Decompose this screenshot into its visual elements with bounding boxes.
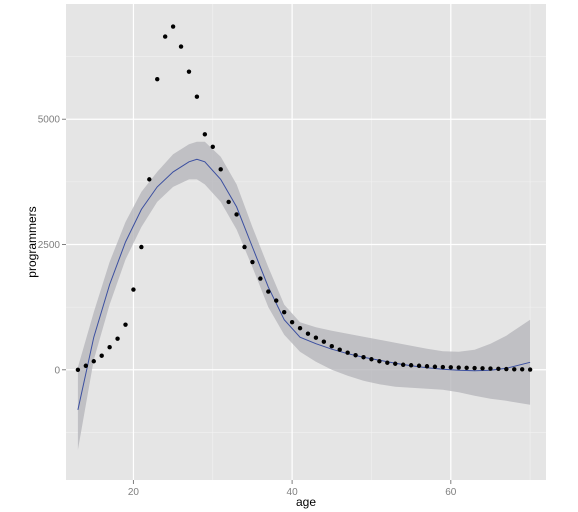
data-point [400, 362, 406, 367]
data-point [361, 355, 366, 360]
data-point [353, 353, 358, 358]
x-axis-title: age [296, 495, 316, 509]
y-tick-label: 0 [54, 365, 60, 376]
data-point [416, 363, 422, 368]
data-point [258, 276, 263, 281]
data-point [281, 309, 287, 315]
data-point [313, 335, 319, 340]
data-point [512, 367, 517, 372]
y-tick-label: 5000 [38, 115, 61, 126]
data-point [369, 357, 374, 362]
y-axis-title: programmers [25, 206, 39, 277]
data-point [234, 212, 239, 217]
data-point [337, 347, 342, 352]
data-point [210, 144, 215, 149]
data-points [75, 24, 533, 372]
data-point [274, 298, 279, 303]
data-point [393, 361, 398, 366]
data-point [131, 287, 136, 292]
data-point [496, 366, 501, 371]
data-point [440, 364, 446, 370]
data-point [178, 44, 184, 49]
data-point [408, 363, 414, 368]
data-point [115, 336, 120, 341]
data-point [162, 34, 168, 39]
data-point [448, 365, 453, 370]
data-point [186, 69, 192, 74]
plot-panel [66, 4, 546, 480]
data-point [321, 339, 327, 344]
data-point [488, 366, 493, 371]
data-point [226, 199, 231, 205]
data-point [424, 364, 430, 369]
data-point [289, 319, 295, 325]
data-point [139, 244, 144, 250]
data-point [297, 325, 303, 331]
data-point [480, 366, 485, 371]
data-point [155, 76, 160, 82]
data-point [107, 345, 112, 350]
data-point [194, 94, 200, 99]
data-point [519, 367, 525, 372]
data-point [504, 366, 509, 372]
data-point [266, 289, 271, 294]
data-point [250, 259, 255, 265]
major-gridlines [66, 4, 546, 480]
data-point [83, 363, 89, 368]
y-axis-ticks: 0 2500 5000 [38, 115, 66, 376]
x-tick-label: 40 [287, 487, 299, 498]
data-point [385, 360, 390, 365]
data-point [218, 167, 223, 172]
x-tick-label: 20 [128, 487, 140, 498]
x-tick-label: 60 [445, 487, 457, 498]
x-axis-ticks: 20 40 60 [128, 480, 457, 498]
data-point [305, 331, 311, 336]
data-point [456, 365, 461, 370]
y-tick-label: 2500 [38, 240, 61, 251]
data-point [147, 177, 152, 182]
data-point [91, 359, 96, 364]
data-point [170, 24, 176, 29]
data-point [75, 367, 81, 372]
data-point [329, 344, 334, 349]
data-point [472, 365, 477, 371]
data-point [345, 350, 350, 355]
data-point [377, 359, 382, 364]
confidence-band [77, 141, 531, 450]
data-point [202, 132, 208, 137]
data-point [99, 353, 104, 358]
data-point [123, 322, 128, 327]
data-point [464, 365, 469, 370]
data-point [527, 367, 533, 372]
minor-gridlines [66, 4, 546, 480]
data-point [242, 244, 247, 250]
smooth-line [77, 158, 531, 411]
data-point [432, 364, 438, 369]
